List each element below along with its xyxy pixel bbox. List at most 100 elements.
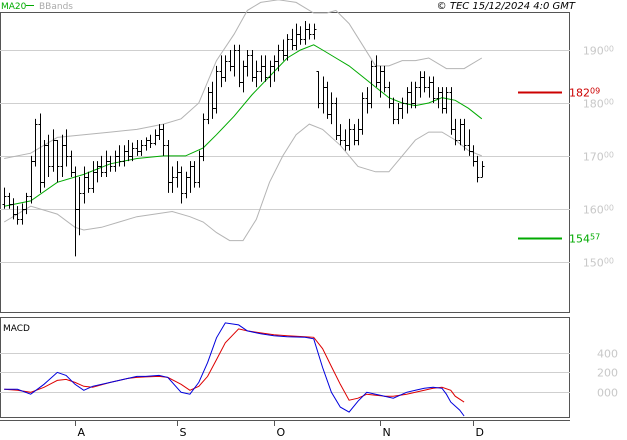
ohlc-bar xyxy=(99,155,104,178)
y-tick-label: 18000 xyxy=(583,98,614,111)
macd-grid xyxy=(0,353,570,393)
ohlc-bar xyxy=(303,20,308,45)
bb-lower-path xyxy=(3,123,482,242)
ohlc-bar xyxy=(276,44,281,72)
x-tick-label: D xyxy=(476,426,484,439)
ohlc-bar xyxy=(219,55,224,88)
ohlc-bar xyxy=(237,44,242,88)
ohlc-bar xyxy=(135,140,140,156)
ohlc-bar xyxy=(170,166,175,193)
x-tick-label: A xyxy=(78,426,86,439)
ohlc-bar xyxy=(356,118,361,146)
ohlc-bar xyxy=(467,129,472,156)
ohlc-bar xyxy=(444,87,449,114)
price-grid xyxy=(0,50,570,263)
x-tick-label: S xyxy=(180,426,187,439)
macd-y-tick-label: 000 xyxy=(597,387,618,400)
ohlc-bar xyxy=(210,81,215,119)
support-label: 15457 xyxy=(569,233,600,246)
ohlc-bar xyxy=(462,118,467,151)
ohlc-bar xyxy=(413,81,418,109)
ohlc-bar xyxy=(69,150,74,178)
macd-panel-title: MACD xyxy=(3,324,30,334)
ohlc-bar xyxy=(471,145,476,167)
ohlc-bar xyxy=(188,161,193,193)
ohlc-bar xyxy=(347,118,352,151)
ohlc-bar xyxy=(144,137,149,151)
ohlc-bar xyxy=(82,166,87,204)
ohlc-bar xyxy=(391,97,396,125)
ohlc-bar xyxy=(316,71,321,109)
y-tick-label: 15000 xyxy=(583,257,614,270)
ohlc-bar xyxy=(343,129,348,151)
support-label-decimals: 57 xyxy=(590,233,600,242)
ohlc-bar xyxy=(374,55,379,88)
ohlc-bar xyxy=(104,150,109,178)
ohlc-bar xyxy=(321,76,326,114)
ohlc-bar xyxy=(250,50,255,82)
ohlc-bar xyxy=(396,102,401,125)
ohlc-bar xyxy=(139,140,144,156)
ohlc-bar xyxy=(91,161,96,193)
ohlc-bar xyxy=(73,166,78,257)
bb-upper-path xyxy=(4,0,483,159)
macd-y-tick-label: 400 xyxy=(597,348,618,361)
ohlc-bar xyxy=(153,129,158,146)
ohlc-bar xyxy=(108,155,113,172)
ohlc-bars xyxy=(2,20,485,257)
price-panel xyxy=(0,12,570,313)
ohlc-bar xyxy=(325,81,330,119)
ohlc-bar xyxy=(206,87,211,125)
ohlc-bar xyxy=(33,118,38,167)
bb-upper-line xyxy=(4,0,483,159)
ohlc-bar xyxy=(409,81,414,109)
ohlc-bar xyxy=(281,39,286,61)
ohlc-bar xyxy=(15,206,20,225)
ohlc-bar xyxy=(382,65,387,93)
ohlc-bar xyxy=(475,155,480,183)
legend-bbands: BBands xyxy=(39,2,73,12)
macd-panel xyxy=(0,317,570,418)
legend-ma20: MA20 xyxy=(1,2,27,12)
ohlc-bar xyxy=(352,124,357,146)
x-tick-label: N xyxy=(383,426,391,439)
y-tick-label: 17000 xyxy=(583,151,614,164)
ohlc-bar xyxy=(95,161,100,183)
ohlc-bar xyxy=(86,171,91,193)
ohlc-bar xyxy=(360,92,365,135)
copyright: © TEC 15/12/2024 4:0 GMT xyxy=(437,1,576,12)
y-tick-label-decimals: 00 xyxy=(604,204,614,213)
ohlc-bar xyxy=(42,140,47,188)
ohlc-bar xyxy=(405,87,410,114)
ohlc-bar xyxy=(436,87,441,109)
ohlc-bar xyxy=(214,65,219,114)
ohlc-bar xyxy=(458,118,463,146)
macd-main-line xyxy=(4,322,465,417)
ohlc-bar xyxy=(46,134,51,178)
macd-y-tick-label: 200 xyxy=(597,367,618,380)
ohlc-bar xyxy=(2,187,7,209)
ohlc-bar xyxy=(427,76,432,98)
ohlc-bar xyxy=(400,97,405,119)
ohlc-bar xyxy=(334,97,339,141)
ohlc-bar xyxy=(480,161,485,178)
ohlc-bar xyxy=(453,118,458,146)
ohlc-bar xyxy=(64,129,69,167)
ohlc-bar xyxy=(166,140,171,193)
ohlc-bar xyxy=(298,26,303,45)
ohlc-bar xyxy=(29,155,34,204)
ohlc-bar xyxy=(113,150,118,172)
ohlc-bar xyxy=(312,23,317,40)
ohlc-bar xyxy=(122,145,127,167)
ohlc-bar xyxy=(294,23,299,51)
ohlc-bar xyxy=(148,134,153,148)
ohlc-bar xyxy=(329,92,334,125)
ohlc-bar xyxy=(338,124,343,146)
ohlc-bar xyxy=(241,60,246,93)
macd-y-axis-labels: 400 200 000 xyxy=(597,348,618,400)
x-tick-label: O xyxy=(277,426,286,439)
y-tick-label-decimals: 00 xyxy=(604,151,614,160)
ohlc-bar xyxy=(126,140,131,162)
ohlc-bar xyxy=(440,87,445,114)
